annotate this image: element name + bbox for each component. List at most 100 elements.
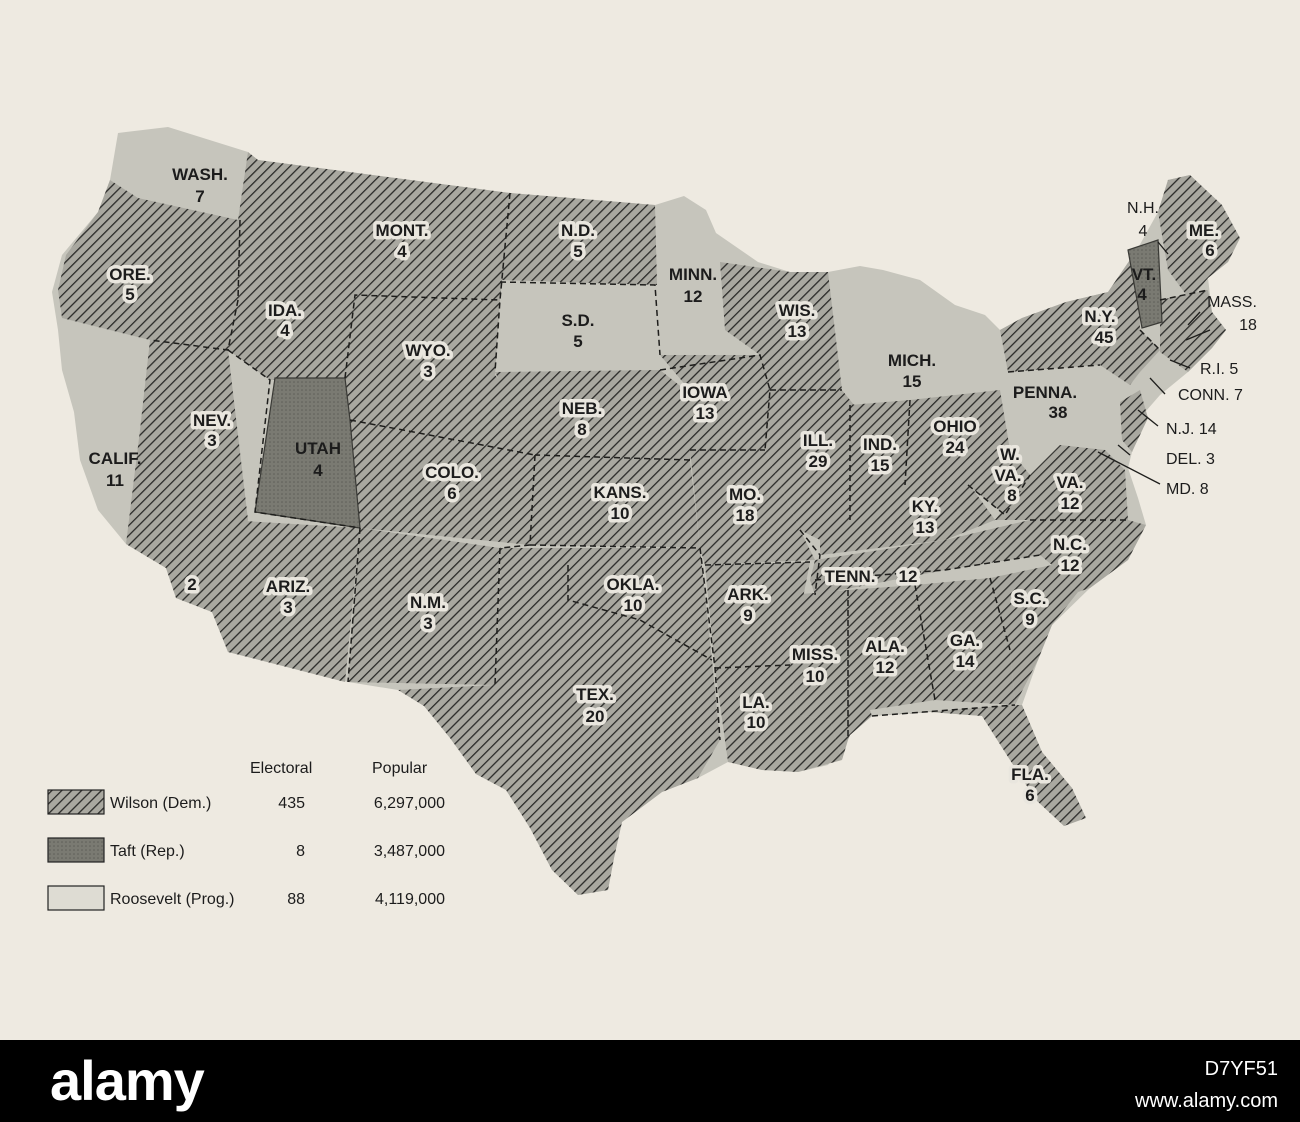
label-minn: MINN. bbox=[669, 265, 717, 284]
votes-kans: 10 bbox=[611, 504, 630, 523]
votes-wyo: 3 bbox=[423, 362, 432, 381]
label-ri: R.I. 5 bbox=[1200, 361, 1238, 378]
label-wyo: WYO. bbox=[405, 341, 450, 360]
label-kans: KANS. bbox=[594, 483, 647, 502]
label-ky: KY. bbox=[912, 497, 938, 516]
label-me: ME. bbox=[1189, 221, 1219, 240]
state-borders bbox=[149, 192, 1209, 741]
label-fla: FLA. bbox=[1011, 765, 1049, 784]
votes-fla: 6 bbox=[1025, 786, 1034, 805]
votes-nd: 5 bbox=[573, 242, 582, 261]
label-tex: TEX. bbox=[576, 685, 614, 704]
label-sc: S.C. bbox=[1013, 589, 1046, 608]
site-url: www.alamy.com bbox=[1135, 1090, 1278, 1112]
wilson-regions bbox=[58, 152, 1240, 895]
votes-mich: 15 bbox=[903, 372, 922, 391]
label-wis: WIS. bbox=[779, 301, 816, 320]
label-mich: MICH. bbox=[888, 351, 936, 370]
legend-popular-wilson: 6,297,000 bbox=[374, 795, 445, 812]
label-wva-bottom: VA. bbox=[994, 466, 1021, 485]
label-nm: N.M. bbox=[410, 593, 446, 612]
votes-ohio: 24 bbox=[946, 438, 965, 457]
label-wva-top: W. bbox=[1000, 445, 1020, 464]
legend-name-roosevelt: Roosevelt (Prog.) bbox=[110, 891, 235, 908]
votes-calif: 11 bbox=[106, 471, 124, 490]
votes-mass: 18 bbox=[1239, 317, 1257, 334]
taft-regions bbox=[254, 239, 1163, 529]
alamy-logo: alamy bbox=[50, 1049, 205, 1112]
label-tenn: TENN. bbox=[825, 567, 876, 586]
image-id: D7YF51 bbox=[1204, 1058, 1278, 1080]
label-ariz: ARIZ. bbox=[266, 577, 310, 596]
watermark-bar bbox=[0, 1040, 1300, 1122]
votes-wis: 13 bbox=[788, 322, 807, 341]
legend-col-popular: Popular bbox=[372, 760, 428, 777]
votes-okla: 10 bbox=[624, 596, 643, 615]
votes-ga: 14 bbox=[956, 652, 975, 671]
label-md: MD. 8 bbox=[1166, 481, 1209, 498]
label-nev: NEV. bbox=[193, 411, 231, 430]
votes-nc: 12 bbox=[1061, 556, 1080, 575]
label-ark: ARK. bbox=[727, 585, 769, 604]
label-miss: MISS. bbox=[792, 645, 838, 664]
votes-utah: 4 bbox=[313, 461, 323, 480]
label-la: LA. bbox=[742, 693, 769, 712]
label-ny: N.Y. bbox=[1084, 307, 1115, 326]
votes-iowa: 13 bbox=[696, 404, 715, 423]
coastal-labels: R.I. 5 CONN. 7 N.J. 14 DEL. 3 MD. 8 bbox=[1166, 361, 1243, 498]
legend: Electoral Popular Wilson (Dem.) 435 6,29… bbox=[47, 760, 445, 911]
votes-ind: 15 bbox=[871, 456, 890, 475]
label-ala: ALA. bbox=[865, 637, 905, 656]
label-sd: S.D. bbox=[561, 311, 594, 330]
legend-name-taft: Taft (Rep.) bbox=[110, 843, 185, 860]
votes-neb: 8 bbox=[577, 420, 586, 439]
label-nj: N.J. 14 bbox=[1166, 421, 1217, 438]
label-vt: VT. bbox=[1132, 265, 1157, 284]
label-del: DEL. 3 bbox=[1166, 451, 1215, 468]
state-labels: WASH. 7 ORE. 5 CALIF. 11 2 NEV. 3 IDA. 4… bbox=[89, 165, 1257, 809]
legend-swatch-wilson bbox=[47, 789, 105, 815]
votes-mont: 4 bbox=[397, 242, 407, 261]
votes-tex: 20 bbox=[586, 707, 605, 726]
votes-ariz: 3 bbox=[283, 598, 292, 617]
label-mo: MO. bbox=[729, 485, 761, 504]
votes-wash: 7 bbox=[195, 187, 204, 206]
votes-ore: 5 bbox=[125, 285, 134, 304]
votes-nm: 3 bbox=[423, 614, 432, 633]
votes-va: 12 bbox=[1061, 494, 1080, 513]
label-ga: GA. bbox=[950, 631, 980, 650]
label-wash: WASH. bbox=[172, 165, 228, 184]
votes-penna: 38 bbox=[1049, 403, 1068, 422]
votes-wva: 8 bbox=[1007, 486, 1016, 505]
label-ill: ILL. bbox=[803, 431, 833, 450]
label-ohio: OHIO bbox=[933, 417, 976, 436]
votes-ny: 45 bbox=[1095, 328, 1114, 347]
votes-ill: 29 bbox=[809, 452, 828, 471]
label-mass: MASS. bbox=[1207, 294, 1257, 311]
vermont-shape bbox=[1127, 239, 1163, 329]
votes-la: 10 bbox=[747, 713, 766, 732]
votes-miss: 10 bbox=[806, 667, 825, 686]
legend-popular-taft: 3,487,000 bbox=[374, 843, 445, 860]
label-ore: ORE. bbox=[109, 265, 151, 284]
label-mont: MONT. bbox=[376, 221, 429, 240]
votes-mo: 18 bbox=[736, 506, 755, 525]
votes-sd: 5 bbox=[573, 332, 582, 351]
election-map: WASH. 7 ORE. 5 CALIF. 11 2 NEV. 3 IDA. 4… bbox=[47, 127, 1257, 911]
legend-swatch-roosevelt bbox=[47, 885, 105, 911]
legend-electoral-roosevelt: 88 bbox=[287, 891, 305, 908]
label-nd: N.D. bbox=[561, 221, 595, 240]
legend-electoral-wilson: 435 bbox=[278, 795, 305, 812]
votes-ida: 4 bbox=[280, 321, 290, 340]
legend-swatch-taft bbox=[47, 837, 105, 863]
label-calif: CALIF. bbox=[89, 449, 142, 468]
votes-sc: 9 bbox=[1025, 610, 1034, 629]
votes-me: 6 bbox=[1205, 241, 1214, 260]
legend-name-wilson: Wilson (Dem.) bbox=[110, 795, 211, 812]
label-utah: UTAH bbox=[295, 439, 341, 458]
label-ind: IND. bbox=[863, 435, 897, 454]
utah-shape bbox=[254, 377, 361, 529]
label-ida: IDA. bbox=[268, 301, 302, 320]
votes-minn: 12 bbox=[684, 287, 703, 306]
votes-tenn: 12 bbox=[899, 567, 918, 586]
